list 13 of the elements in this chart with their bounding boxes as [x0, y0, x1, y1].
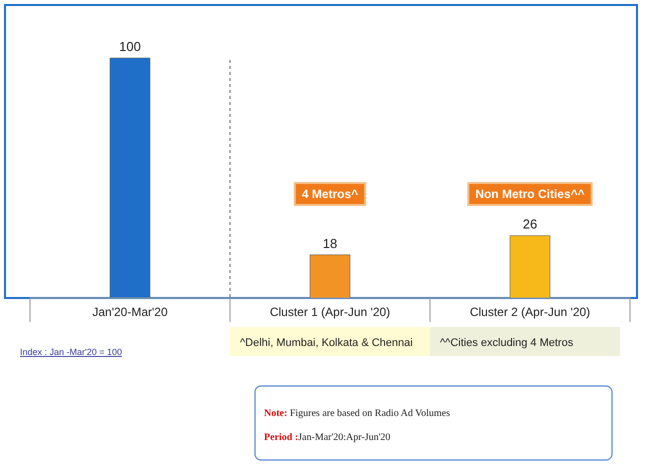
- x-tick-label: Cluster 2 (Apr-Jun '20): [470, 305, 590, 319]
- annotation: 4 Metros^: [302, 187, 358, 201]
- annotation: Non Metro Cities^^: [475, 187, 585, 201]
- text: Note: Figures are based on Radio Ad Volumes: [264, 408, 450, 419]
- text: Period :Jan-Mar'20:Apr-Jun'20: [264, 432, 390, 443]
- text: ^Delhi, Mumbai, Kolkata & Chennai: [240, 337, 413, 349]
- x-tick-label: Cluster 1 (Apr-Jun '20): [270, 305, 390, 319]
- data-label: 26: [522, 216, 538, 232]
- text: Index : Jan -Mar'20 = 100: [20, 347, 122, 357]
- data-label: 100: [119, 39, 141, 54]
- data-label: 18: [322, 236, 338, 251]
- x-tick-label: Jan'20-Mar'20: [92, 305, 168, 319]
- text: ^^Cities excluding 4 Metros: [440, 337, 574, 349]
